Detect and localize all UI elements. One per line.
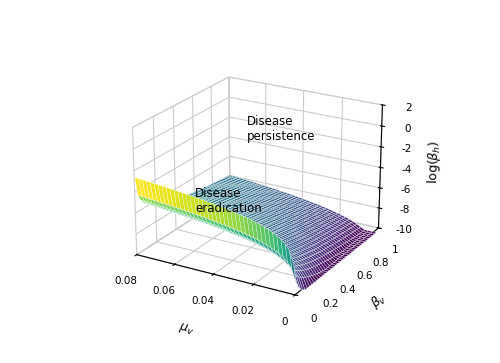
Y-axis label: $\beta_v$: $\beta_v$ bbox=[367, 289, 390, 312]
X-axis label: $\mu_v$: $\mu_v$ bbox=[178, 321, 196, 338]
